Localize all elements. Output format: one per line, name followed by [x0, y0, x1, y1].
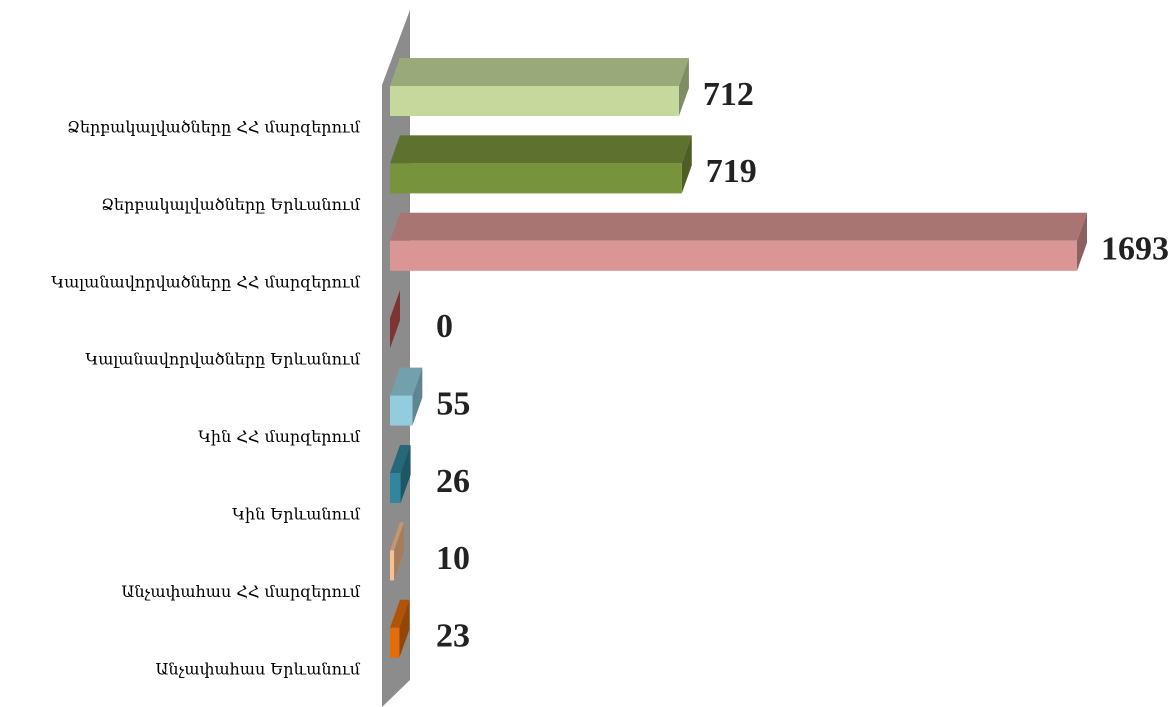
category-label: Ձերբակալվածները Երևանում: [101, 195, 361, 214]
value-label: 55: [436, 385, 470, 422]
value-label: 712: [703, 76, 754, 113]
value-label: 0: [436, 308, 453, 345]
category-label: Կին ՀՀ մարզերում: [198, 427, 361, 446]
category-label: Անչափահաս ՀՀ մարզերում: [121, 582, 360, 601]
bar: [390, 367, 423, 426]
bar: [390, 290, 400, 349]
value-label: 1693: [1101, 231, 1169, 268]
category-label: Անչափահաս Երևանում: [155, 659, 360, 678]
value-label: 26: [436, 463, 470, 500]
category-label: Կալանավորվածները ՀՀ մարզերում: [51, 272, 360, 291]
bar: [390, 445, 411, 503]
category-label: Կին Երևանում: [232, 505, 361, 524]
bar: [390, 522, 405, 581]
value-label: 10: [436, 540, 470, 577]
category-label: Ձերբակալվածները ՀՀ մարզերում: [67, 118, 361, 137]
category-label: Կալանավորվածները Երևանում: [85, 350, 360, 369]
bar: [390, 212, 1087, 271]
value-label: 719: [706, 153, 757, 190]
value-label: 23: [436, 618, 470, 655]
bar: [390, 135, 692, 194]
bar: [390, 599, 410, 658]
bar: [390, 58, 689, 116]
